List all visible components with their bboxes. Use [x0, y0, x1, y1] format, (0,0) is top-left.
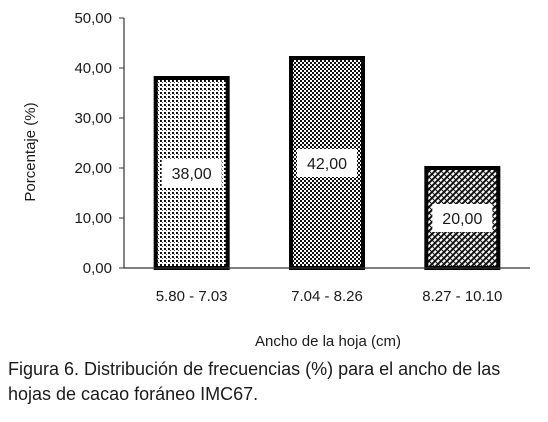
data-label-box — [161, 159, 222, 187]
figure-caption: Figura 6. Distribución de frecuencias (%… — [8, 359, 501, 404]
y-tick-label: 50,00 — [74, 10, 112, 27]
x-tick-label: 5.80 - 7.03 — [156, 288, 228, 305]
y-tick-label: 30,00 — [74, 110, 112, 127]
x-tick-label: 7.04 - 8.26 — [291, 288, 363, 305]
y-tick-label: 10,00 — [74, 210, 112, 227]
data-label: 20,00 — [442, 211, 482, 228]
x-axis-title: Ancho de la hoja (cm) — [255, 333, 401, 350]
x-tick-label: 8.27 - 10.10 — [422, 288, 502, 305]
data-label-box — [432, 204, 493, 232]
bar-chart: 0,00 10,00 20,00 30,00 40,00 50,00 5.80 - 7.0… — [22, 10, 530, 350]
data-label: 38,00 — [172, 166, 212, 183]
data-label: 42,00 — [307, 156, 347, 173]
data-label-box — [297, 149, 357, 177]
y-tick-label: 40,00 — [74, 60, 112, 77]
y-tick-label: 20,00 — [74, 160, 112, 177]
y-tick-label: 0,00 — [83, 260, 112, 277]
y-axis-title: Porcentaje (%) — [22, 102, 39, 201]
